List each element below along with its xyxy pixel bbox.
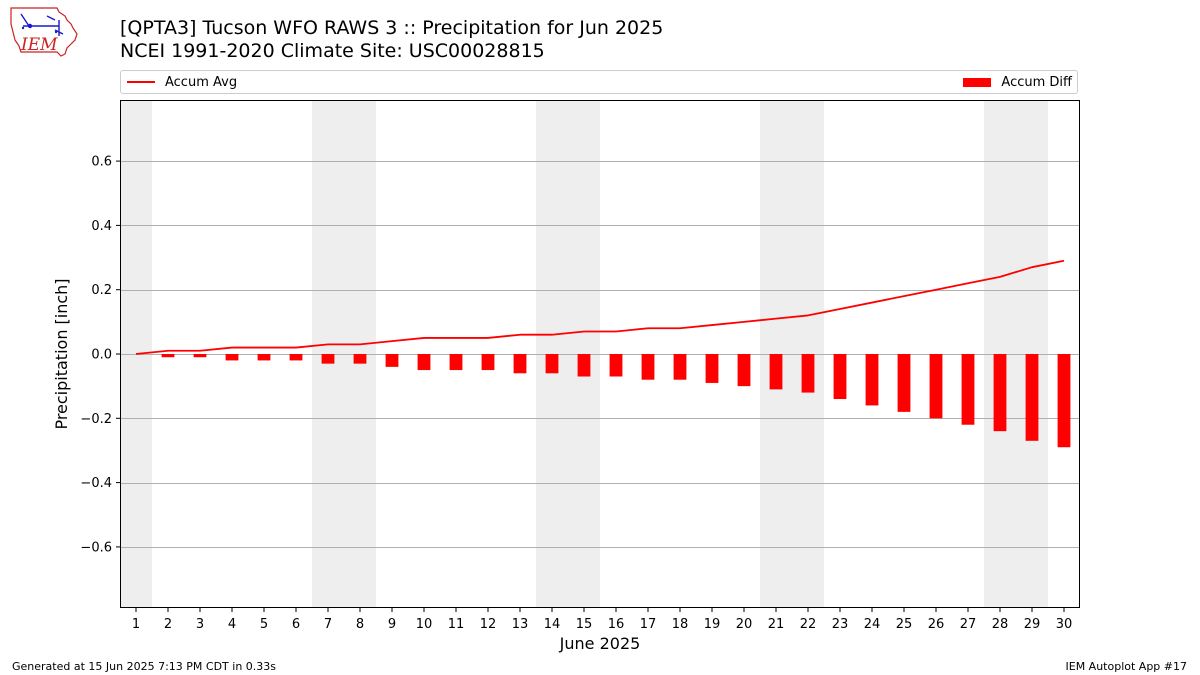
chart-title: [QPTA3] Tucson WFO RAWS 3 :: Precipitati… (120, 17, 664, 39)
y-tick-label-3: −0.2 (80, 412, 112, 427)
x-tick-label-17: 17 (640, 617, 657, 632)
bar-day-13 (513, 354, 527, 374)
bar-day-22 (801, 354, 815, 393)
legend-item-accum-avg: Accum Avg (127, 74, 237, 90)
bar-day-23 (833, 354, 847, 400)
x-tick-label-28: 28 (992, 617, 1009, 632)
x-tick-label-12: 12 (480, 617, 497, 632)
bar-day-17 (641, 354, 655, 380)
bar-day-3 (193, 354, 207, 358)
x-tick-label-10: 10 (416, 617, 433, 632)
chart-legend: Accum Avg Accum Diff (120, 70, 1078, 94)
x-tick-label-20: 20 (736, 617, 753, 632)
x-tick-label-26: 26 (928, 617, 945, 632)
bar-day-30 (1057, 354, 1071, 448)
bar-day-5 (257, 354, 271, 361)
x-tick-label-16: 16 (608, 617, 625, 632)
logo-text: IEM (20, 35, 58, 55)
bar-day-4 (225, 354, 239, 361)
chart-subtitle: NCEI 1991-2020 Climate Site: USC00028815 (120, 40, 545, 62)
x-tick-label-14: 14 (544, 617, 561, 632)
y-tick-label-4: 0.0 (91, 348, 112, 363)
x-tick-label-19: 19 (704, 617, 721, 632)
x-tick-label-15: 15 (576, 617, 593, 632)
bar-day-20 (737, 354, 751, 387)
x-tick-label-21: 21 (768, 617, 785, 632)
bar-day-7 (321, 354, 335, 364)
y-tick-label-6: 0.4 (91, 219, 112, 234)
x-tick-label-11: 11 (448, 617, 465, 632)
x-tick-label-4: 4 (228, 617, 236, 632)
x-tick-label-25: 25 (896, 617, 913, 632)
bar-day-9 (385, 354, 399, 367)
bar-day-28 (993, 354, 1007, 432)
y-tick-label-5: 0.2 (91, 283, 112, 298)
plot-frame (120, 100, 1080, 608)
bar-day-6 (289, 354, 303, 361)
x-tick-label-13: 13 (512, 617, 529, 632)
bar-day-11 (449, 354, 463, 371)
legend-line-swatch (127, 81, 155, 83)
x-tick-label-1: 1 (132, 617, 140, 632)
bar-day-14 (545, 354, 559, 374)
x-tick-label-29: 29 (1024, 617, 1041, 632)
x-tick-label-30: 30 (1056, 617, 1073, 632)
accum-avg-line-layer (135, 259, 1065, 355)
x-tick-label-2: 2 (164, 617, 172, 632)
y-tick-label-2: −0.4 (80, 476, 112, 491)
bar-day-15 (577, 354, 591, 377)
bar-day-8 (353, 354, 367, 364)
x-tick-label-27: 27 (960, 617, 977, 632)
footer-app-text: IEM Autoplot App #17 (1065, 660, 1188, 673)
x-tick-label-8: 8 (356, 617, 364, 632)
bar-day-25 (897, 354, 911, 412)
accum-diff-bars (129, 354, 1071, 448)
grid-layer (120, 161, 1080, 548)
legend-item-accum-diff: Accum Diff (963, 74, 1072, 90)
x-tick-label-24: 24 (864, 617, 881, 632)
bar-day-18 (673, 354, 687, 380)
x-tick-label-22: 22 (800, 617, 817, 632)
x-tick-label-23: 23 (832, 617, 849, 632)
y-tick-label-7: 0.6 (91, 155, 112, 170)
bar-day-19 (705, 354, 719, 383)
x-axis-label: June 2025 (559, 634, 641, 653)
legend-bar-swatch (963, 77, 992, 87)
x-tick-label-7: 7 (324, 617, 332, 632)
x-tick-label-6: 6 (292, 617, 300, 632)
bar-day-10 (417, 354, 431, 371)
bar-day-24 (865, 354, 879, 406)
bar-day-16 (609, 354, 623, 377)
x-ticks: 1 2 3 4 5 6 7 8 9 10 11 12 13 14 15 16 17 18 19 20 21 22 23 24 2… (132, 608, 1072, 632)
y-axis-label: Precipitation [inch] (52, 278, 71, 429)
y-tick-label-1: −0.6 (80, 540, 112, 555)
x-tick-label-18: 18 (672, 617, 689, 632)
bar-day-26 (929, 354, 943, 419)
footer-generated-text: Generated at 15 Jun 2025 7:13 PM CDT in … (12, 660, 277, 673)
legend-label-accum-avg: Accum Avg (165, 74, 238, 90)
bar-day-21 (769, 354, 783, 390)
bar-day-12 (481, 354, 495, 371)
iem-logo: IEM (10, 7, 78, 57)
accum-avg-line (135, 259, 1065, 355)
bar-day-29 (1025, 354, 1039, 441)
x-tick-label-9: 9 (388, 617, 396, 632)
legend-label-accum-diff: Accum Diff (1001, 74, 1072, 90)
x-tick-label-5: 5 (260, 617, 268, 632)
bar-day-2 (161, 354, 175, 358)
y-ticks: −0.6 −0.4 −0.2 0.0 0.2 0.4 0.6 (80, 155, 120, 555)
x-tick-label-3: 3 (196, 617, 204, 632)
bar-day-27 (961, 354, 975, 425)
